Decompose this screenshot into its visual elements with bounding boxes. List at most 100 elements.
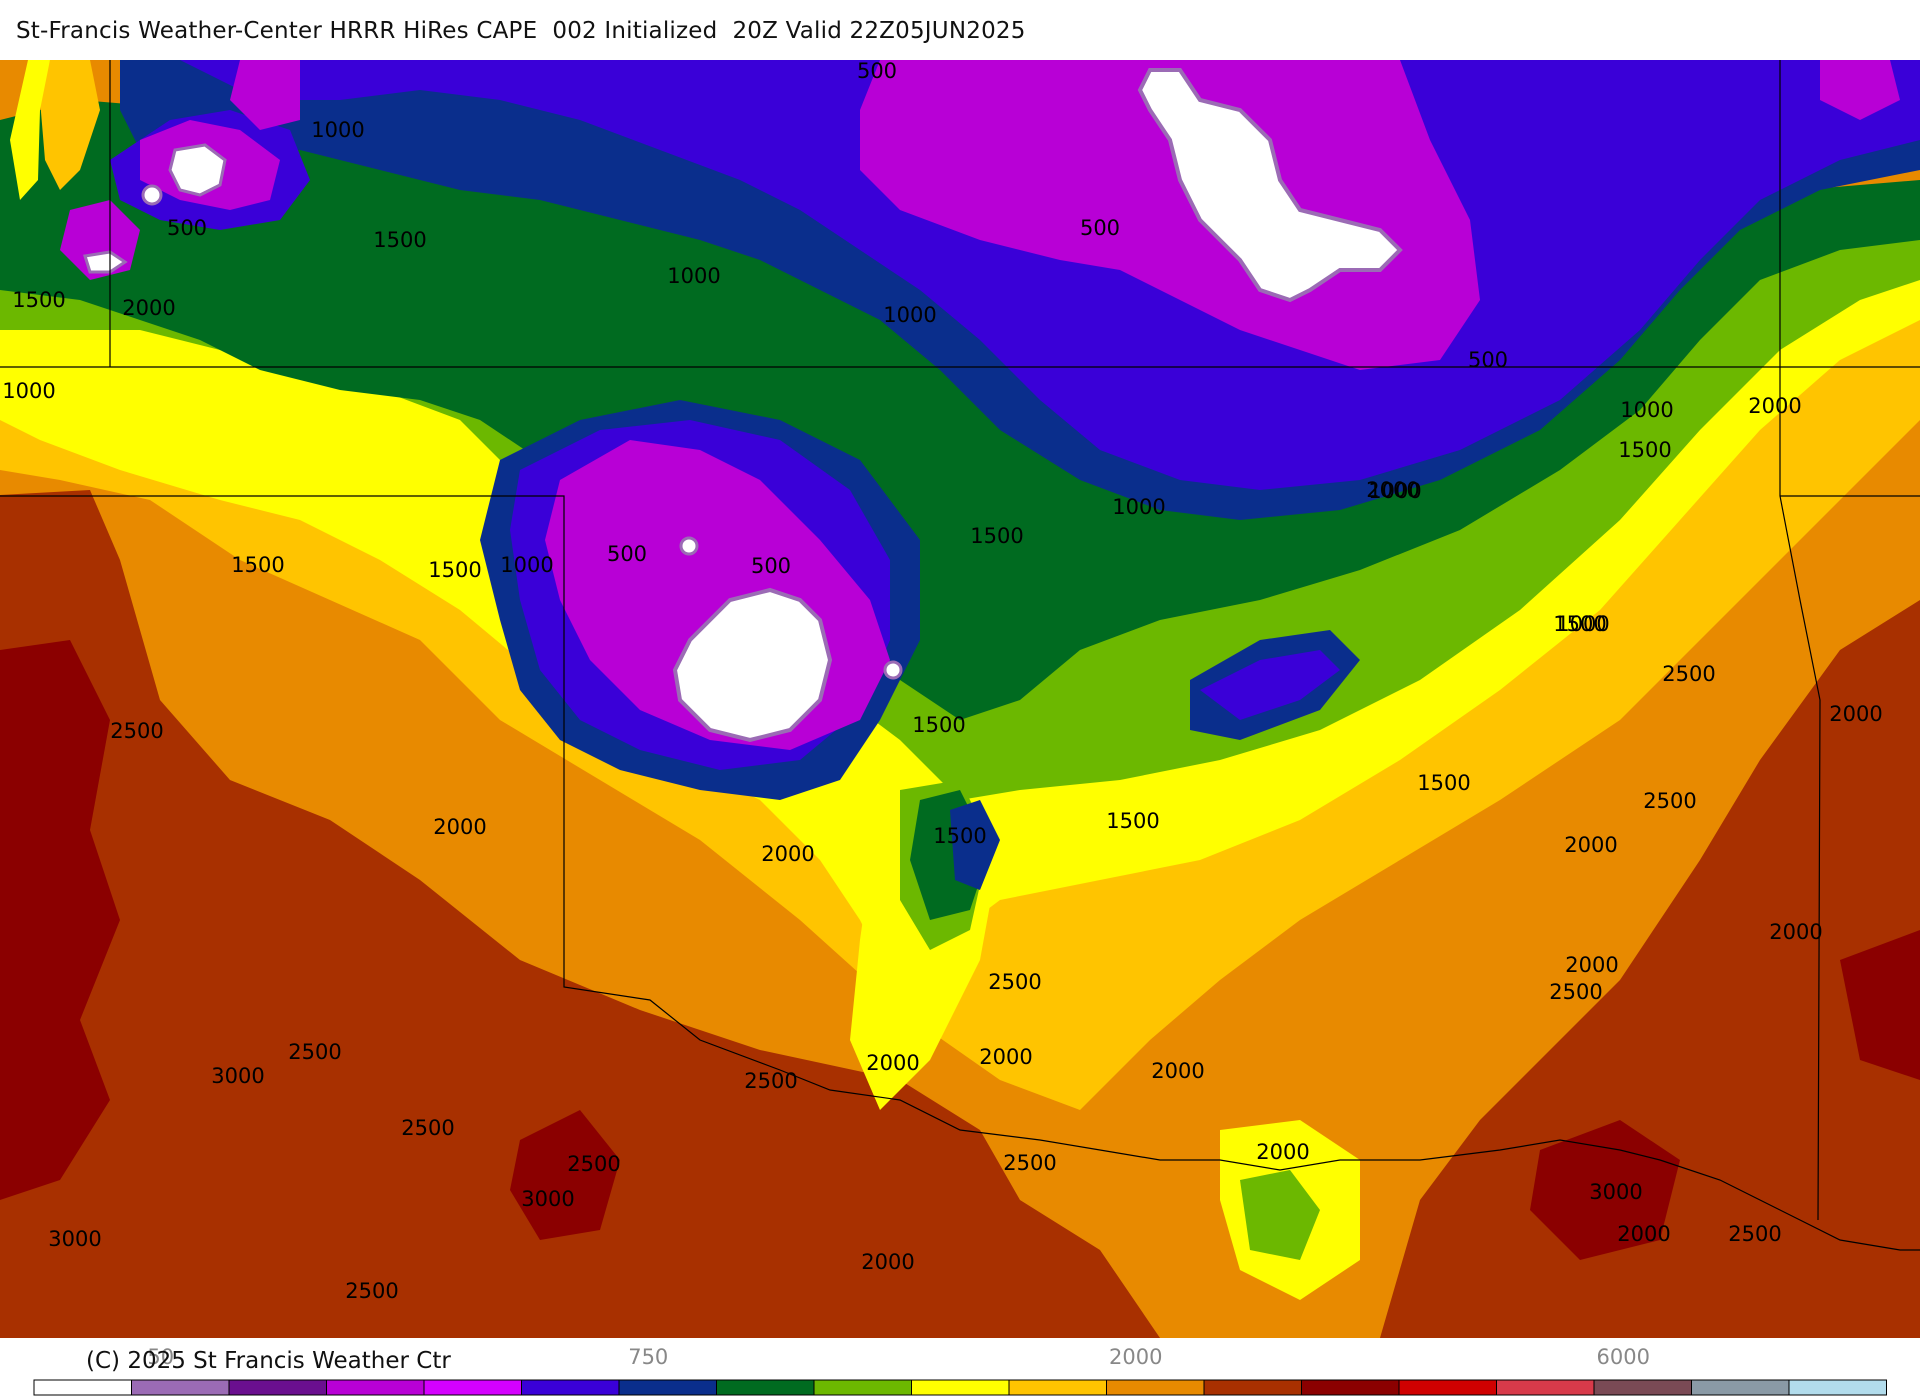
colorbar-boxes [33,1379,1887,1396]
contour-label: 1000 [1368,479,1421,503]
cape-high-core-south [510,1110,620,1240]
state-boundary-west [0,495,1920,1251]
contour-label: 1500 [428,558,481,582]
contour-label: 500 [751,554,791,578]
contour-label: 2500 [744,1069,797,1093]
cape-purple-north [860,60,1480,370]
contour-label: 1000 [500,553,553,577]
contour-label: 2000 [866,1051,919,1075]
contour-label: 1500 [970,524,1023,548]
cape-zero-nw-dot [141,184,163,206]
state-boundary-east-vertical [1779,60,1821,1221]
contour-label: 2500 [110,719,163,743]
contour-label: 500 [1080,216,1120,240]
contour-label: 1500 [1618,438,1671,462]
contour-label: 2000 [1829,702,1882,726]
colorbar-tick-label: 6000 [1597,1345,1650,1369]
cape-purple-ne [1820,60,1900,120]
state-boundaries [0,60,1920,1251]
colorbar-swatch [326,1379,425,1396]
contour-label: 1000 [1112,495,1165,519]
contour-label: 1500 [1417,771,1470,795]
colorbar-swatch [33,1379,132,1396]
colorbar-swatch [521,1379,620,1396]
contour-label: 2500 [1728,1222,1781,1246]
colorbar-swatch [228,1379,327,1396]
cape-high-core-east [1530,1120,1680,1260]
colorbar-tick-label: 750 [628,1345,668,1369]
contour-label: 2000 [433,815,486,839]
contour-label: 1000 [1620,398,1673,422]
colorbar-swatch [1691,1379,1790,1396]
contour-label: 1000 [1556,612,1609,636]
contour-label: 2500 [988,970,1041,994]
colorbar-swatch [1398,1379,1497,1396]
contour-label: 500 [167,216,207,240]
contour-label: 2000 [861,1250,914,1274]
contour-label: 2500 [567,1152,620,1176]
contour-label: 2500 [1003,1151,1056,1175]
contour-label: 3000 [48,1227,101,1251]
contour-label: 3000 [211,1064,264,1088]
colorbar-swatch [1788,1379,1887,1396]
colorbar-swatch [716,1379,815,1396]
colorbar-swatch [911,1379,1010,1396]
cape-500-blue [180,60,1920,490]
colorbar-swatch [618,1379,717,1396]
cape-nw-orange-streak [40,60,100,190]
contour-label: 2000 [1617,1222,1670,1246]
contour-label: 2500 [401,1116,454,1140]
contour-label: 2000 [1366,478,1419,502]
contour-label: 2000 [1256,1140,1309,1164]
colorbar-swatch [813,1379,912,1396]
contour-label: 2500 [1662,662,1715,686]
colorbar-swatch [423,1379,522,1396]
contour-label: 2500 [1549,980,1602,1004]
contour-label: 1000 [2,379,55,403]
contour-label: 2500 [288,1040,341,1064]
map-title: St-Francis Weather-Center HRRR HiRes CAP… [16,18,1026,44]
cape-500-1000-navy-small [950,800,1000,890]
colorbar-swatch [131,1379,230,1396]
contour-label: 500 [1468,348,1508,372]
contour-label: 2000 [1748,394,1801,418]
cape-zero-south [672,587,833,743]
contour-label: 2500 [345,1279,398,1303]
colorbar-swatch [1106,1379,1205,1396]
colorbar: 50 750 2000 6000 [33,1345,1887,1396]
cape-zero-dot-2 [883,660,903,680]
contour-label: 2000 [1564,833,1617,857]
cape-3000-region-sw [0,490,1160,1338]
cape-nw-yellow-streak [10,60,50,200]
contour-label: 2500 [1643,789,1696,813]
cape-500-blue-east [1200,650,1340,720]
cape-zero-nw [168,143,227,197]
cape-zero-dot-1 [679,536,699,556]
colorbar-swatch [1593,1379,1692,1396]
cape-1500-green-lobe [1240,1170,1320,1260]
contour-label: 2000 [761,842,814,866]
cape-high-core-west [0,640,120,1200]
contour-label: 500 [607,542,647,566]
contour-label: 1000 [311,118,364,142]
contour-label: 1500 [1553,612,1606,636]
contour-label: 2000 [1769,920,1822,944]
cape-3000-region-se [1380,600,1920,1338]
colorbar-tick-label: 2000 [1109,1345,1162,1369]
cape-zero-nw2 [83,250,128,274]
contour-label: 1500 [12,288,65,312]
colorbar-swatch [1496,1379,1595,1396]
colorbar-swatch [1008,1379,1107,1396]
contour-label: 2000 [1151,1059,1204,1083]
colorbar-tick-label: 50 [147,1345,174,1369]
colorbar-swatch [1301,1379,1400,1396]
cape-purple-top [230,60,300,130]
colorbar-swatch [1203,1379,1302,1396]
contour-label: 1500 [231,553,284,577]
contour-label: 3000 [521,1187,574,1211]
contour-label: 1000 [667,264,720,288]
contour-label: 1500 [1106,809,1159,833]
cape-zero-north [1137,68,1403,303]
cape-field [0,60,1920,1338]
